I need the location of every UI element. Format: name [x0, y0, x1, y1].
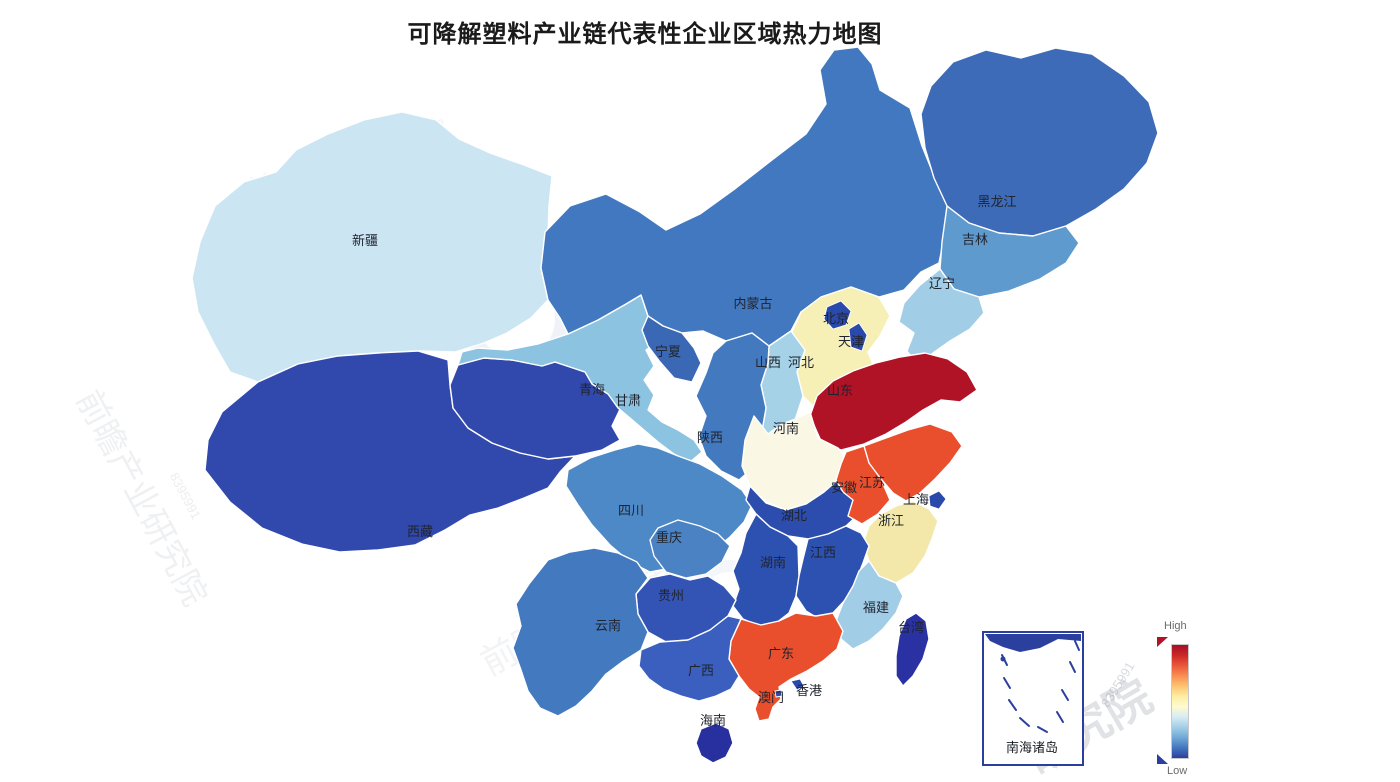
- province-hainan: [695, 722, 734, 764]
- province-label-guangxi: 广西: [688, 663, 714, 678]
- province-label-shandong: 山东: [827, 383, 853, 398]
- province-label-yunnan: 云南: [595, 618, 621, 633]
- province-label-taiwan: 台湾: [898, 620, 924, 635]
- province-label-guangdong: 广东: [768, 646, 794, 661]
- province-label-xianggang: 香港: [796, 683, 822, 698]
- province-label-sichuan: 四川: [618, 503, 644, 518]
- province-label-shanxi: 山西: [755, 355, 781, 370]
- province-aomen: [774, 689, 783, 698]
- province-label-fujian: 福建: [863, 600, 889, 615]
- legend-gradient-bar: [1171, 644, 1189, 759]
- province-label-heilongjiang: 黑龙江: [977, 194, 1016, 209]
- province-label-hebei: 河北: [788, 355, 814, 370]
- province-neimenggu: [540, 46, 955, 347]
- province-fujian: [835, 560, 904, 650]
- province-shanghai: [928, 490, 947, 510]
- province-label-hainan: 海南: [700, 713, 726, 728]
- province-label-ningxia: 宁夏: [655, 344, 681, 359]
- province-label-anhui: 安徽: [831, 480, 857, 495]
- province-label-zhejiang: 浙江: [878, 513, 904, 528]
- province-label-aomen: 澳门: [758, 690, 784, 705]
- province-label-henan: 河南: [773, 421, 799, 436]
- inset-mainland-shape: [985, 634, 1081, 652]
- south-china-sea-inset: 南海诸岛: [982, 631, 1084, 766]
- province-guangxi: [638, 615, 742, 702]
- province-label-xizang: 西藏: [407, 524, 433, 539]
- province-tianjin: [848, 322, 868, 352]
- province-label-jilin: 吉林: [962, 232, 988, 247]
- province-label-gansu: 甘肃: [615, 393, 641, 408]
- province-taiwan: [895, 612, 930, 687]
- province-label-shaanxi: 陕西: [697, 430, 723, 445]
- province-xianggang: [790, 678, 805, 691]
- province-label-chongqing: 重庆: [656, 530, 682, 545]
- province-label-shanghai: 上海: [903, 492, 929, 507]
- province-label-liaoning: 辽宁: [929, 276, 955, 291]
- province-label-jiangsu: 江苏: [859, 475, 885, 490]
- page-title: 可降解塑料产业链代表性企业区域热力地图: [407, 21, 883, 48]
- province-label-xinjiang: 新疆: [352, 233, 378, 248]
- legend-high-label: High: [1164, 620, 1187, 632]
- legend-low-label: Low: [1167, 765, 1188, 777]
- province-label-hubei: 湖北: [781, 508, 807, 523]
- province-label-tianjin: 天津: [838, 334, 864, 349]
- legend-marker-low: [1157, 754, 1168, 764]
- heat-legend: High Low: [1150, 618, 1220, 778]
- province-chongqing: [649, 519, 731, 579]
- province-xizang: [204, 350, 576, 553]
- province-label-neimenggu: 内蒙古: [733, 296, 772, 311]
- province-jiangsu: [863, 423, 963, 502]
- legend-marker-high: [1157, 637, 1168, 647]
- province-label-beijing: 北京: [823, 311, 849, 326]
- province-label-qinghai: 青海: [579, 382, 605, 397]
- province-label-jiangxi: 江西: [810, 545, 836, 560]
- province-shandong: [809, 352, 978, 451]
- province-beijing: [823, 300, 852, 330]
- province-label-hunan: 湖南: [760, 555, 786, 570]
- inset-label: 南海诸岛: [1006, 740, 1058, 755]
- province-guangdong: [728, 612, 844, 722]
- inset-dash-line: [1001, 640, 1080, 733]
- province-ningxia: [641, 315, 702, 383]
- province-yunnan: [512, 547, 649, 717]
- province-label-guizhou: 贵州: [658, 588, 684, 603]
- province-heilongjiang: [920, 47, 1159, 237]
